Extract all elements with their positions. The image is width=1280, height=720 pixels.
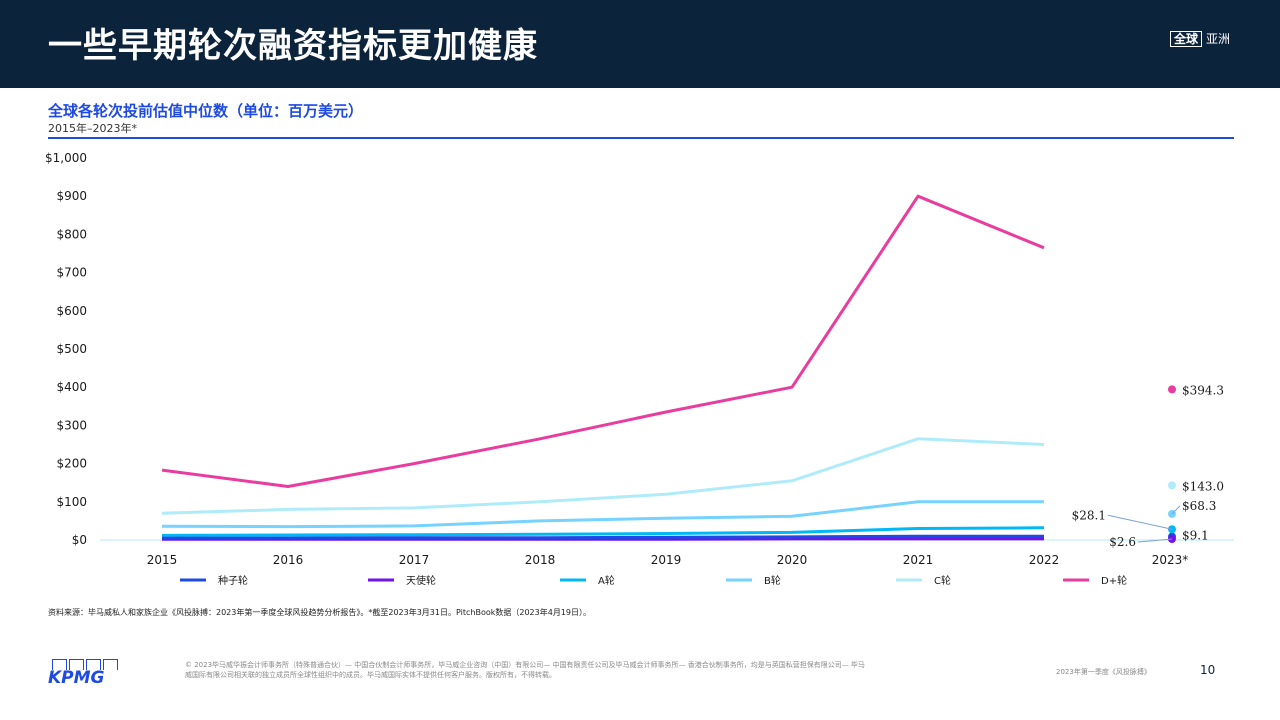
copyright-text: © 2023毕马威华振会计师事务所（特殊普通合伙）— 中国合伙制会计师事务所，毕… [185, 661, 865, 679]
kpmg-logo-icon [52, 659, 118, 670]
x-tick-label: 2019 [651, 553, 682, 567]
data-label-2023: $68.3 [1182, 499, 1216, 513]
series-line-3 [161, 500, 1044, 529]
y-tick-label: $0 [72, 533, 87, 547]
x-tick-label: 2015 [147, 553, 178, 567]
title-divider [48, 137, 1234, 139]
series-line-5 [161, 194, 1045, 488]
y-tick-label: $600 [56, 304, 87, 318]
data-point-2023-4 [1168, 481, 1176, 490]
data-label-2023: $28.1 [1072, 508, 1106, 522]
legend-label: B轮 [764, 574, 781, 587]
data-label-2023: $143.0 [1182, 479, 1224, 493]
line-chart: $0 $100 $200 $300 $400 $500 $600 $700 $800 $900 $1… [45, 151, 1234, 587]
y-tick-label: $300 [56, 418, 87, 432]
y-tick-label: $800 [56, 227, 87, 241]
page-title: 一些早期轮次融资指标更加健康 [48, 26, 538, 66]
legend-label: C轮 [934, 574, 951, 587]
region-label[interactable]: 亚洲 [1205, 32, 1230, 46]
y-tick-label: $700 [56, 266, 87, 280]
data-label-2023: $2.6 [1109, 535, 1136, 549]
x-tick-label: 2023* [1152, 553, 1189, 567]
y-tick-label: $100 [56, 495, 87, 509]
series-line-0 [162, 534, 1044, 540]
y-tick-label: $400 [56, 380, 87, 394]
x-tick-label: 2021 [903, 553, 934, 567]
legend-label: 种子轮 [218, 574, 248, 587]
legend-label: D+轮 [1101, 574, 1127, 587]
report-name: 2023年第一季度《风投脉搏》 [1056, 668, 1151, 676]
source-note: 资料来源：毕马威私人和家族企业《风投脉搏：2023年第一季度全球风投趋势分析报告… [48, 608, 591, 617]
x-tick-label: 2018 [525, 553, 556, 567]
legend-label: 天使轮 [406, 574, 436, 587]
region-indicator[interactable]: 全球 亚洲 [1169, 30, 1230, 47]
chart-title: 全球各轮次投前估值中位数（单位：百万美元） [48, 102, 364, 120]
chart-subtitle: 2015年–2023年* [48, 122, 137, 135]
legend-label: A轮 [598, 574, 615, 587]
data-point-2023-5 [1168, 385, 1176, 394]
y-tick-label: $900 [56, 189, 87, 203]
kpmg-logo-text: KPMG [48, 668, 105, 688]
page-number: 10 [1200, 663, 1216, 677]
y-tick-label: $1,000 [45, 151, 87, 165]
series-line-2 [161, 526, 1045, 537]
y-tick-label: $500 [56, 342, 87, 356]
data-label-2023: $9.1 [1182, 529, 1209, 543]
region-box[interactable]: 全球 [1169, 30, 1202, 47]
header-bar: 一些早期轮次融资指标更加健康 全球 亚洲 [0, 0, 1280, 88]
x-tick-label: 2022 [1029, 553, 1060, 567]
x-tick-label: 2017 [399, 553, 430, 567]
leader-line [1137, 538, 1173, 543]
y-tick-label: $200 [56, 457, 87, 471]
series-line-4 [161, 437, 1045, 515]
leader-line [1171, 505, 1181, 515]
x-tick-label: 2020 [777, 553, 808, 567]
leader-line [1107, 514, 1173, 530]
x-tick-label: 2016 [273, 553, 304, 567]
data-label-2023: $394.3 [1182, 383, 1224, 397]
